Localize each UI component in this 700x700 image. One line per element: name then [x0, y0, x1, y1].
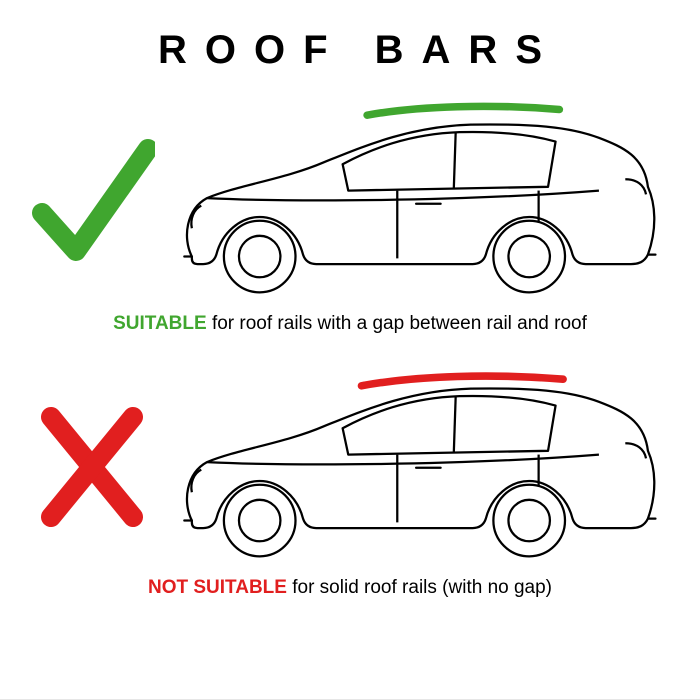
- caption-suitable-lead: SUITABLE: [113, 313, 207, 334]
- car-suitable: [173, 95, 670, 305]
- check-icon: [30, 135, 155, 265]
- caption-unsuitable-lead: NOT SUITABLE: [148, 577, 287, 598]
- caption-unsuitable-rest: for solid roof rails (with no gap): [287, 577, 552, 598]
- infographic: ROOF BARS SUITABLE for roof rails with a…: [0, 0, 700, 700]
- caption-unsuitable: NOT SUITABLE for solid roof rails (with …: [30, 577, 670, 599]
- row-unsuitable: [30, 359, 670, 569]
- car-unsuitable: [173, 359, 670, 569]
- caption-suitable-rest: for roof rails with a gap between rail a…: [207, 313, 587, 334]
- page-title: ROOF BARS: [30, 28, 670, 73]
- cross-icon: [30, 399, 155, 529]
- row-suitable: [30, 95, 670, 305]
- caption-suitable: SUITABLE for roof rails with a gap betwe…: [30, 313, 670, 335]
